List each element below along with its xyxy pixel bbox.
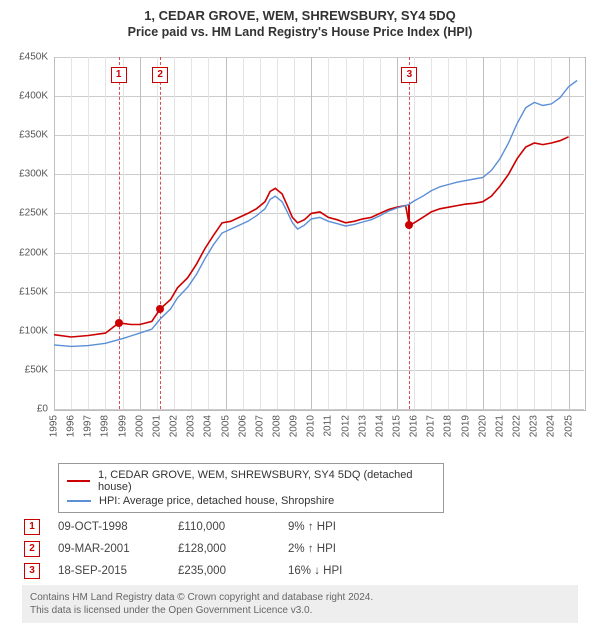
- transaction-delta: 2% ↑ HPI: [288, 543, 398, 555]
- transaction-badge: 1: [24, 519, 40, 535]
- transaction-date: 18-SEP-2015: [58, 565, 178, 577]
- transaction-price: £110,000: [178, 521, 288, 533]
- transaction-delta: 9% ↑ HPI: [288, 521, 398, 533]
- legend-item: 1, CEDAR GROVE, WEM, SHREWSBURY, SY4 5DQ…: [67, 468, 435, 494]
- transactions-table: 1 09-OCT-1998£110,0009% ↑ HPI 2 09-MAR-2001…: [24, 519, 590, 579]
- transaction-price: £128,000: [178, 543, 288, 555]
- transaction-row: 3 18-SEP-2015£235,00016% ↓ HPI: [24, 563, 590, 579]
- page-title: 1, CEDAR GROVE, WEM, SHREWSBURY, SY4 5DQ: [10, 8, 590, 23]
- transaction-badge: 2: [24, 541, 40, 557]
- price-chart: £0£50K£100K£150K£200K£250K£300K£350K£400…: [10, 45, 590, 459]
- series-subject: [54, 137, 569, 337]
- transaction-price: £235,000: [178, 565, 288, 577]
- legend: 1, CEDAR GROVE, WEM, SHREWSBURY, SY4 5DQ…: [58, 463, 444, 513]
- page-subtitle: Price paid vs. HM Land Registry's House …: [10, 25, 590, 39]
- footer-line-1: Contains HM Land Registry data © Crown c…: [30, 591, 570, 604]
- transaction-date: 09-MAR-2001: [58, 543, 178, 555]
- transaction-row: 2 09-MAR-2001£128,0002% ↑ HPI: [24, 541, 590, 557]
- legend-label: HPI: Average price, detached house, Shro…: [99, 495, 334, 507]
- legend-item: HPI: Average price, detached house, Shro…: [67, 494, 435, 508]
- transaction-badge: 3: [24, 563, 40, 579]
- legend-label: 1, CEDAR GROVE, WEM, SHREWSBURY, SY4 5DQ…: [98, 469, 435, 493]
- footer-notice: Contains HM Land Registry data © Crown c…: [22, 585, 578, 623]
- transaction-date: 09-OCT-1998: [58, 521, 178, 533]
- transaction-delta: 16% ↓ HPI: [288, 565, 398, 577]
- transaction-row: 1 09-OCT-1998£110,0009% ↑ HPI: [24, 519, 590, 535]
- footer-line-2: This data is licensed under the Open Gov…: [30, 604, 570, 617]
